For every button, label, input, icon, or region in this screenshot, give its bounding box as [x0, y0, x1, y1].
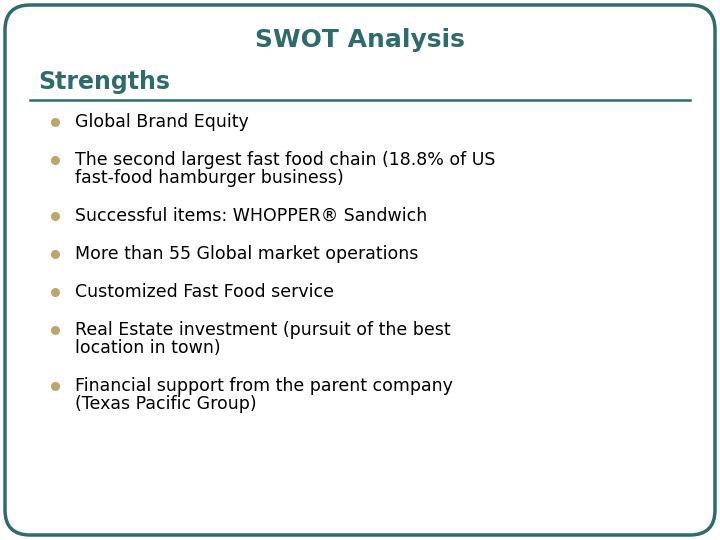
- Text: Global Brand Equity: Global Brand Equity: [75, 113, 248, 131]
- Text: Customized Fast Food service: Customized Fast Food service: [75, 283, 334, 301]
- Text: (Texas Pacific Group): (Texas Pacific Group): [75, 395, 256, 413]
- Text: location in town): location in town): [75, 339, 220, 357]
- Text: Strengths: Strengths: [38, 70, 170, 94]
- Text: Successful items: WHOPPER® Sandwich: Successful items: WHOPPER® Sandwich: [75, 207, 427, 225]
- Text: Financial support from the parent company: Financial support from the parent compan…: [75, 377, 453, 395]
- Text: SWOT Analysis: SWOT Analysis: [255, 28, 465, 52]
- Text: More than 55 Global market operations: More than 55 Global market operations: [75, 245, 418, 263]
- FancyBboxPatch shape: [5, 5, 715, 535]
- Text: fast-food hamburger business): fast-food hamburger business): [75, 169, 343, 187]
- Text: The second largest fast food chain (18.8% of US: The second largest fast food chain (18.8…: [75, 151, 495, 169]
- Text: Real Estate investment (pursuit of the best: Real Estate investment (pursuit of the b…: [75, 321, 451, 339]
